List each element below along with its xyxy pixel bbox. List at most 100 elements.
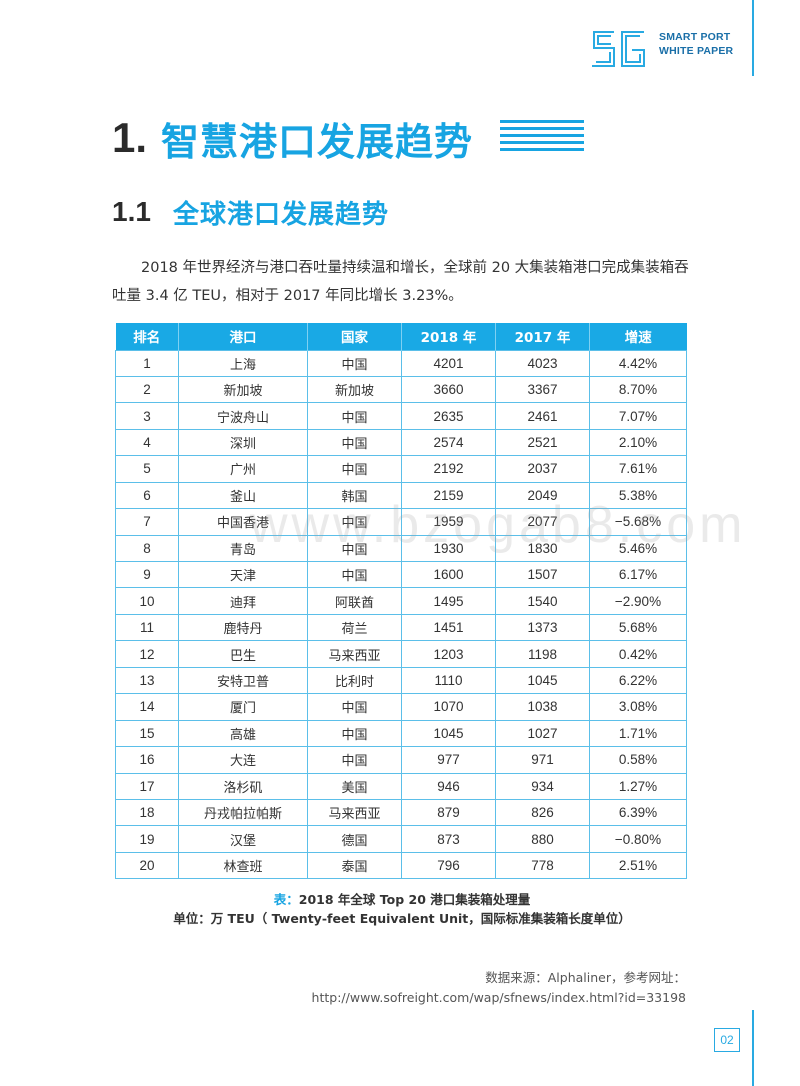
cell-value-2017: 934: [495, 772, 590, 800]
header-rank: 排名: [115, 323, 179, 350]
cell-growth: 2.10%: [589, 428, 687, 457]
cell-value-2018: 796: [401, 851, 496, 880]
cell-rank: 8: [115, 534, 179, 563]
cell-rank: 15: [115, 719, 179, 748]
cell-country: 中国: [307, 719, 402, 748]
cell-rank: 12: [115, 640, 179, 668]
cell-growth: −5.68%: [589, 508, 687, 536]
cell-growth: 6.17%: [589, 560, 687, 589]
table-row: 18 丹戎帕拉帕斯 马来西亚 879 826 6.39%: [115, 798, 687, 827]
table-row: 10 迪拜 阿联酋 1495 1540 −2.90%: [115, 587, 687, 615]
cell-country: 马来西亚: [307, 798, 402, 827]
cell-country: 中国: [307, 534, 402, 563]
cell-country: 中国: [307, 560, 402, 589]
cell-rank: 2: [115, 375, 179, 404]
subsection-heading: 1.1 全球港口发展趋势: [112, 190, 389, 234]
cell-value-2017: 1373: [495, 613, 590, 642]
port-ranking-table: 排名 港口 国家 2018 年 2017 年 增速 1 上海 中国 4201 4023 4…: [115, 323, 687, 880]
cell-rank: 10: [115, 587, 179, 615]
table-row: 3 宁波舟山 中国 2635 2461 7.07%: [115, 402, 687, 430]
header-port: 港口: [178, 323, 308, 350]
cell-port: 天津: [178, 560, 308, 589]
cell-value-2017: 1198: [495, 640, 590, 668]
cell-port: 林查班: [178, 851, 308, 880]
cell-port: 中国香港: [178, 508, 308, 536]
table-row: 9 天津 中国 1600 1507 6.17%: [115, 560, 687, 589]
cell-country: 中国: [307, 349, 402, 377]
cell-growth: 6.22%: [589, 666, 687, 695]
section-title: 智慧港口发展趋势: [161, 119, 474, 164]
caption-line-2: 单位：万 TEU（ Twenty-feet Equivalent Unit，国际…: [173, 911, 631, 926]
cell-port: 上海: [178, 349, 308, 377]
caption-line-1: 表：2018 年全球 Top 20 港口集装箱处理量: [112, 890, 692, 909]
table-row: 13 安特卫普 比利时 1110 1045 6.22%: [115, 666, 687, 695]
cell-value-2017: 826: [495, 798, 590, 827]
cell-country: 中国: [307, 746, 402, 774]
cell-value-2018: 1110: [401, 666, 496, 695]
cell-value-2017: 2521: [495, 428, 590, 457]
cell-growth: 3.08%: [589, 693, 687, 721]
cell-value-2018: 1495: [401, 587, 496, 615]
cell-value-2017: 3367: [495, 375, 590, 404]
cell-value-2018: 1070: [401, 693, 496, 721]
table-row: 11 鹿特丹 荷兰 1451 1373 5.68%: [115, 613, 687, 642]
cell-port: 广州: [178, 455, 308, 483]
cell-port: 安特卫普: [178, 666, 308, 695]
cell-value-2017: 2037: [495, 455, 590, 483]
cell-rank: 5: [115, 455, 179, 483]
cell-rank: 18: [115, 798, 179, 827]
cell-rank: 17: [115, 772, 179, 800]
cell-port: 洛杉矶: [178, 772, 308, 800]
cell-rank: 20: [115, 851, 179, 880]
cell-growth: 1.27%: [589, 772, 687, 800]
cell-growth: 2.51%: [589, 851, 687, 880]
table-body: 1 上海 中国 4201 4023 4.42% 2 新加坡 新加坡 3660 3367 8.70% 3 宁…: [115, 349, 687, 880]
paragraph: 2018 年世界经济与港口吞吐量持续温和增长，全球前 20 大集装箱港口完成集装…: [112, 260, 689, 304]
table-row: 16 大连 中国 977 971 0.58%: [115, 746, 687, 774]
cell-country: 新加坡: [307, 375, 402, 404]
cell-value-2018: 1451: [401, 613, 496, 642]
source-line-1: 数据来源：Alphaliner，参考网址：: [485, 970, 686, 985]
cell-value-2017: 2077: [495, 508, 590, 536]
cell-value-2018: 2192: [401, 455, 496, 483]
cell-country: 荷兰: [307, 613, 402, 642]
table-row: 2 新加坡 新加坡 3660 3367 8.70%: [115, 375, 687, 404]
cell-growth: 5.38%: [589, 481, 687, 510]
cell-port: 宁波舟山: [178, 402, 308, 430]
cell-growth: 5.46%: [589, 534, 687, 563]
cell-rank: 11: [115, 613, 179, 642]
cell-value-2018: 4201: [401, 349, 496, 377]
cell-value-2018: 879: [401, 798, 496, 827]
table-row: 1 上海 中国 4201 4023 4.42%: [115, 349, 687, 377]
cell-country: 中国: [307, 402, 402, 430]
cell-value-2017: 1045: [495, 666, 590, 695]
footer-rule: [752, 1010, 754, 1086]
table-header-row: 排名 港口 国家 2018 年 2017 年 增速: [115, 323, 687, 350]
cell-port: 巴生: [178, 640, 308, 668]
cell-country: 比利时: [307, 666, 402, 695]
cell-rank: 1: [115, 349, 179, 377]
cell-value-2017: 1507: [495, 560, 590, 589]
header-country: 国家: [307, 323, 402, 350]
table-row: 6 釜山 韩国 2159 2049 5.38%: [115, 481, 687, 510]
cell-value-2017: 880: [495, 825, 590, 853]
cell-rank: 19: [115, 825, 179, 853]
cell-value-2018: 3660: [401, 375, 496, 404]
header-line-2: WHITE PAPER: [659, 45, 734, 57]
cell-port: 深圳: [178, 428, 308, 457]
cell-rank: 16: [115, 746, 179, 774]
header-line-1: SMART PORT: [659, 31, 731, 43]
cell-port: 汉堡: [178, 825, 308, 853]
table-row: 4 深圳 中国 2574 2521 2.10%: [115, 428, 687, 457]
cell-value-2018: 2159: [401, 481, 496, 510]
cell-value-2018: 2574: [401, 428, 496, 457]
cell-country: 德国: [307, 825, 402, 853]
cell-growth: −2.90%: [589, 587, 687, 615]
cell-value-2017: 778: [495, 851, 590, 880]
header-rule: [752, 0, 754, 76]
table-row: 12 巴生 马来西亚 1203 1198 0.42%: [115, 640, 687, 668]
cell-value-2017: 1540: [495, 587, 590, 615]
table-row: 7 中国香港 中国 1959 2077 −5.68%: [115, 508, 687, 536]
cell-growth: 0.58%: [589, 746, 687, 774]
cell-value-2017: 1038: [495, 693, 590, 721]
